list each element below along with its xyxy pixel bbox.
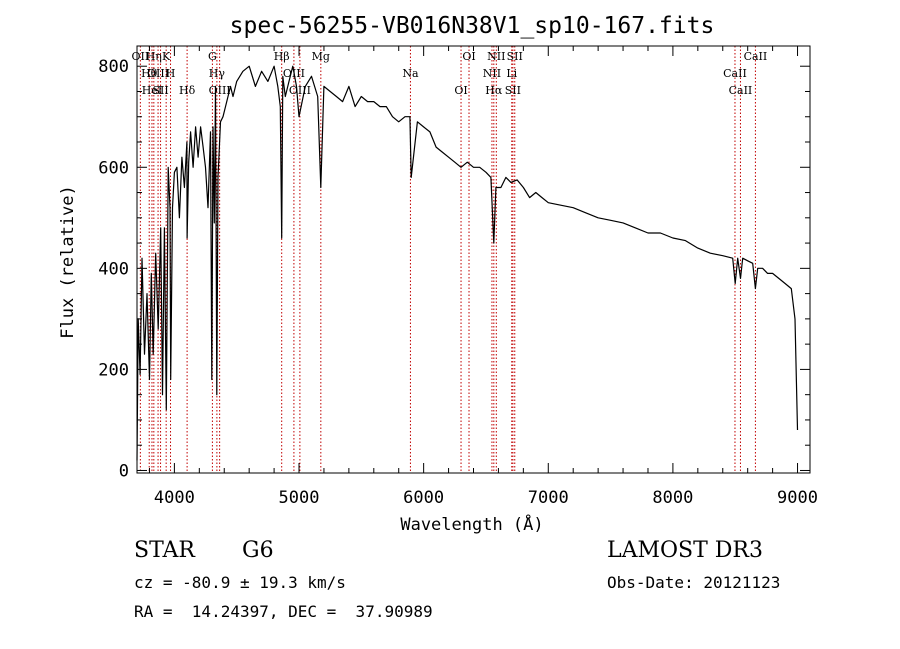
line-label: Hα: [485, 84, 503, 97]
line-label: K: [162, 50, 171, 63]
x-tick-label: 9000: [777, 488, 818, 508]
spectrum-chart: spec-56255-VB016N38V1_sp10-167.fits OIIH…: [58, 13, 818, 535]
x-tick-label: 4000: [154, 488, 195, 508]
line-label: G: [208, 50, 217, 63]
line-label: SII: [507, 50, 523, 63]
spectrum-series-line: [136, 65, 799, 461]
line-label: Mg: [312, 50, 330, 63]
line-label: Hβ: [274, 50, 290, 63]
line-label: Hδ: [179, 84, 196, 97]
line-label: HeI: [142, 84, 162, 97]
line-label: OI: [462, 50, 475, 63]
x-axis-label: Wavelength (Å): [400, 513, 543, 535]
redshift-text: cz = -80.9 ± 19.3 km/s: [134, 573, 346, 592]
y-tick-label: 200: [98, 360, 129, 380]
line-label: OIII: [209, 84, 231, 97]
line-label: SII: [505, 84, 521, 97]
emission-line-labels: OIIHθHeIHηOIIISIIKHHδGHγOIIIHβOIIIOIIIMg…: [132, 50, 768, 97]
line-label: Li: [506, 67, 517, 80]
line-label: Hη: [146, 50, 162, 63]
line-label: CaII: [729, 84, 753, 97]
chart-title: spec-56255-VB016N38V1_sp10-167.fits: [230, 13, 715, 39]
object-subclass: G6: [242, 538, 274, 563]
line-label: Hθ: [141, 67, 158, 80]
line-label: OIII: [289, 84, 311, 97]
line-label: CaII: [744, 50, 768, 63]
line-label: CaII: [723, 67, 747, 80]
y-tick-label: 600: [98, 158, 129, 178]
x-tick-label: 6000: [403, 488, 444, 508]
line-label: NII: [483, 67, 501, 80]
y-tick-label: 400: [98, 259, 129, 279]
coordinates-text: RA = 14.24397, DEC = 37.90989: [134, 602, 433, 621]
y-tick-label: 800: [98, 57, 129, 77]
plot-frame: [136, 45, 811, 474]
x-axis: 4000 5000 6000 7000 8000 9000: [148, 46, 818, 508]
line-label: OIII: [147, 67, 169, 80]
emission-line-markers: [139, 46, 756, 473]
line-label: OI: [454, 84, 467, 97]
object-class: STAR: [134, 538, 195, 563]
x-tick-label: 5000: [279, 488, 320, 508]
y-axis: 0 200 400 600 800: [98, 57, 810, 481]
x-tick-label: 8000: [652, 488, 693, 508]
x-tick-label: 7000: [528, 488, 569, 508]
y-tick-label: 0: [119, 461, 129, 481]
line-label: OII: [132, 50, 150, 63]
line-label: NII: [487, 50, 505, 63]
obs-date-text: Obs-Date: 20121123: [607, 573, 781, 592]
survey-name: LAMOST DR3: [607, 538, 763, 563]
line-label: H: [166, 67, 176, 80]
line-label: Hγ: [209, 67, 226, 80]
line-label: Na: [402, 67, 419, 80]
y-axis-label: Flux (relative): [58, 185, 78, 339]
line-label: SII: [152, 84, 168, 97]
